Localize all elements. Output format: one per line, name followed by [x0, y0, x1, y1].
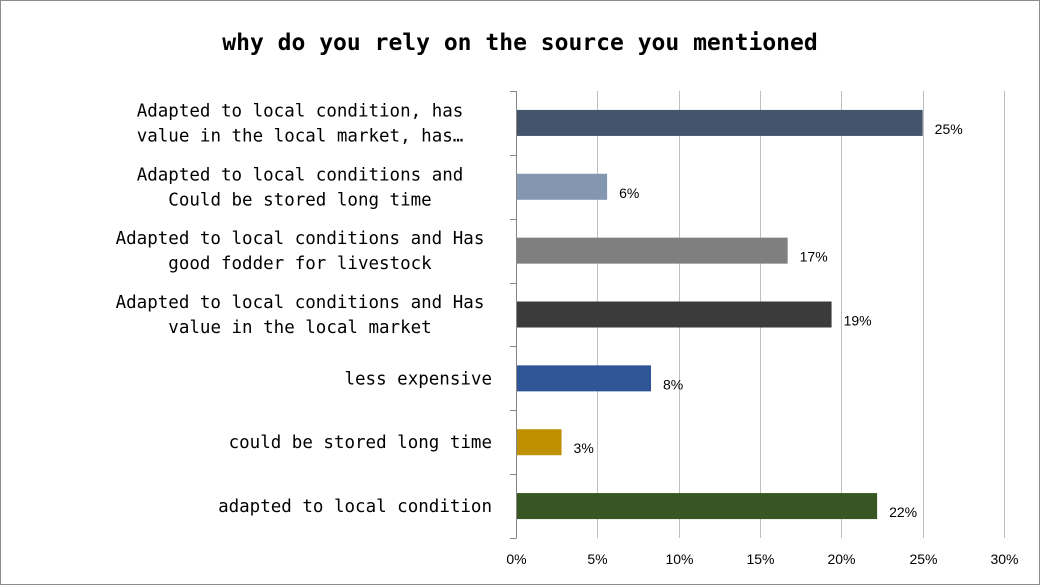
data-label: 22%	[889, 504, 917, 520]
category-label: Adapted to local condition, has	[137, 101, 464, 121]
bar	[517, 301, 832, 328]
x-tick-label: 20%	[827, 551, 855, 567]
x-tick-label: 10%	[665, 551, 693, 567]
category-label: Adapted to local conditions and Has	[116, 229, 485, 249]
category-label: Could be stored long time	[168, 190, 431, 210]
category-label: less expensive	[344, 369, 492, 389]
data-label: 3%	[574, 440, 594, 456]
category-label: could be stored long time	[229, 433, 492, 453]
category-label: adapted to local condition	[218, 497, 492, 517]
x-tick-label: 25%	[909, 551, 937, 567]
category-label: Adapted to local conditions and Has	[116, 293, 485, 313]
bar	[517, 429, 562, 456]
category-label: good fodder for livestock	[168, 254, 432, 274]
data-label: 25%	[935, 121, 963, 137]
data-label: 6%	[619, 185, 639, 201]
x-tick-label: 5%	[587, 551, 607, 567]
x-tick-label: 30%	[990, 551, 1018, 567]
bar	[517, 237, 788, 264]
gridlines	[597, 91, 1005, 538]
bar	[517, 173, 608, 200]
bar	[517, 109, 923, 136]
labels: 0% 5% 10% 15% 20% 25% 30% 25% Adapted to local c…	[116, 101, 1019, 567]
chart-title: why do you rely on the source you mentio…	[222, 30, 818, 56]
x-tick-label: 15%	[746, 551, 774, 567]
category-label: value in the local market	[168, 318, 431, 338]
category-label: value in the local market, has…	[137, 126, 464, 146]
bar	[517, 493, 878, 520]
data-label: 19%	[844, 313, 872, 329]
axes	[510, 91, 517, 539]
data-label: 8%	[663, 376, 683, 392]
x-tick-label: 0%	[506, 551, 526, 567]
bar	[517, 365, 652, 392]
category-label: Adapted to local conditions and	[137, 165, 464, 185]
bars	[517, 109, 923, 520]
data-label: 17%	[800, 249, 828, 265]
